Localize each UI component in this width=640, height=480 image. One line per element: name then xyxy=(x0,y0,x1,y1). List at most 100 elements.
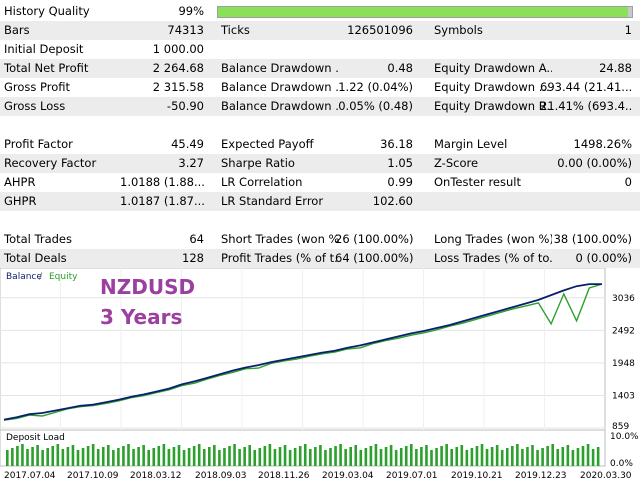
deposit-load-bar xyxy=(36,445,39,466)
chart-grid xyxy=(0,268,605,430)
deposit-load-bar xyxy=(248,445,251,466)
stat-value: 102.60 xyxy=(372,194,413,208)
deposit-load-bar xyxy=(445,444,448,466)
y-tick-label: 3036 xyxy=(612,294,635,304)
history-quality-bar xyxy=(217,6,633,18)
deposit-load-bar xyxy=(379,449,383,466)
stat-value: 0.00 (0.00%) xyxy=(557,156,632,170)
deposit-load-bar xyxy=(591,449,595,466)
stat-value: 1498.26% xyxy=(573,137,632,151)
deposit-load-bar xyxy=(202,449,206,466)
stat-label: Loss Trades (% of to... xyxy=(434,251,552,265)
stats-row: Gross Loss -50.90 Balance Drawdown ... 0.05… xyxy=(0,97,640,116)
deposit-load-bar xyxy=(253,450,257,466)
deposit-y-tick-bottom: 0.0% xyxy=(610,459,633,469)
stat-label xyxy=(217,211,339,230)
stat-label: Profit Trades (% of t... xyxy=(221,251,339,265)
stat-label: Profit Factor xyxy=(4,137,73,151)
deposit-load-bar xyxy=(233,444,236,466)
deposit-load-bar xyxy=(26,449,29,466)
deposit-load-bar xyxy=(243,447,246,466)
stat-value: 0.99 xyxy=(387,175,413,189)
deposit-load-bar xyxy=(298,446,302,466)
deposit-load-bar xyxy=(374,444,378,466)
stat-label: Equity Drawdown ... xyxy=(434,80,550,94)
stat-label: Expected Payoff xyxy=(221,137,314,151)
deposit-load-bar xyxy=(319,445,322,466)
stat-label: LR Standard Error xyxy=(221,194,324,208)
x-date-label: 2019.03.04 xyxy=(322,471,374,480)
stat-label: Total Deals xyxy=(4,251,67,265)
deposit-load-bar xyxy=(495,445,499,466)
x-date-label: 2017.07.04 xyxy=(4,471,56,480)
deposit-load-bar xyxy=(450,449,453,466)
deposit-load-bar xyxy=(420,447,423,466)
deposit-load-bar xyxy=(556,449,560,466)
deposit-load-bar xyxy=(152,448,156,466)
deposit-y-tick-top: 10.0% xyxy=(610,432,639,442)
stat-value: 0.05% (0.48) xyxy=(338,99,413,113)
stat-label: GHPR xyxy=(4,194,37,208)
x-date-label: 2018.09.03 xyxy=(195,471,247,480)
stat-value: 128 xyxy=(182,251,204,265)
stat-value: 1.22 (0.04%) xyxy=(338,80,413,94)
deposit-load-bar xyxy=(278,447,282,466)
deposit-load-bar xyxy=(132,449,135,466)
deposit-load-bar xyxy=(455,447,459,466)
deposit-load-bar xyxy=(596,447,600,466)
stat-value: 36.18 xyxy=(380,137,413,151)
stat-value: 21.41% (693.4... xyxy=(540,99,632,113)
history-quality-value: 99% xyxy=(178,4,204,18)
deposit-load-bar xyxy=(551,444,554,466)
stats-row: Initial Deposit 1 000.00 xyxy=(0,40,640,59)
deposit-load-bar xyxy=(273,449,277,466)
stats-row xyxy=(0,116,640,135)
stat-value xyxy=(540,116,632,135)
deposit-load-bar xyxy=(500,450,504,466)
deposit-load-title: Deposit Load xyxy=(6,433,65,443)
deposit-load-bar xyxy=(359,450,363,466)
deposit-load-bar xyxy=(177,445,181,466)
deposit-load-bar xyxy=(329,448,332,466)
equity-series-line xyxy=(3,283,603,421)
deposit-load-bar xyxy=(566,445,570,466)
stat-label: Margin Level xyxy=(434,137,508,151)
stat-value: 1.05 xyxy=(387,156,413,170)
stat-value: 693.44 (21.41... xyxy=(540,80,632,94)
deposit-load-bar xyxy=(293,448,297,466)
x-date-label: 2018.03.12 xyxy=(130,471,182,480)
deposit-load-bar xyxy=(268,444,272,466)
history-quality-bar-fill xyxy=(218,7,628,17)
y-tick-label: 859 xyxy=(612,422,629,430)
deposit-load-bar xyxy=(162,444,166,466)
deposit-load-bar xyxy=(197,444,201,466)
deposit-load-bar xyxy=(389,445,393,466)
deposit-load-bar xyxy=(51,446,55,466)
deposit-load-bar xyxy=(571,450,575,466)
deposit-load-bar xyxy=(349,447,352,466)
y-tick-label: 1948 xyxy=(612,359,635,369)
deposit-load-bar xyxy=(339,444,342,466)
stats-row: Total Net Profit 2 264.68 Balance Drawdown… xyxy=(0,59,640,78)
deposit-load-bar xyxy=(228,446,231,466)
deposit-load-bar xyxy=(581,446,585,466)
deposit-load-bar xyxy=(208,447,211,466)
deposit-load-bar xyxy=(399,448,403,466)
stat-label: Long Trades (won %) xyxy=(434,232,552,246)
deposit-load-bar xyxy=(192,446,196,466)
deposit-load-bar xyxy=(157,446,161,466)
deposit-load-bar xyxy=(505,448,509,466)
stats-row: GHPR 1.0187 (1.87... LR Standard Error 102.… xyxy=(0,192,640,211)
legend-equity: Equity xyxy=(49,272,78,282)
deposit-load-bar xyxy=(218,450,221,466)
deposit-load-bar xyxy=(490,447,494,466)
deposit-load-bar xyxy=(187,448,191,466)
stats-row: Gross Profit 2 315.58 Balance Drawdown ...… xyxy=(0,78,640,97)
x-date-label: 2018.11.26 xyxy=(258,471,310,480)
deposit-load-bar xyxy=(410,444,413,466)
deposit-load-bar xyxy=(263,446,267,466)
stat-label xyxy=(430,211,552,230)
deposit-load-bar xyxy=(435,448,438,466)
deposit-load-bar xyxy=(561,447,565,466)
stat-label xyxy=(217,40,339,59)
